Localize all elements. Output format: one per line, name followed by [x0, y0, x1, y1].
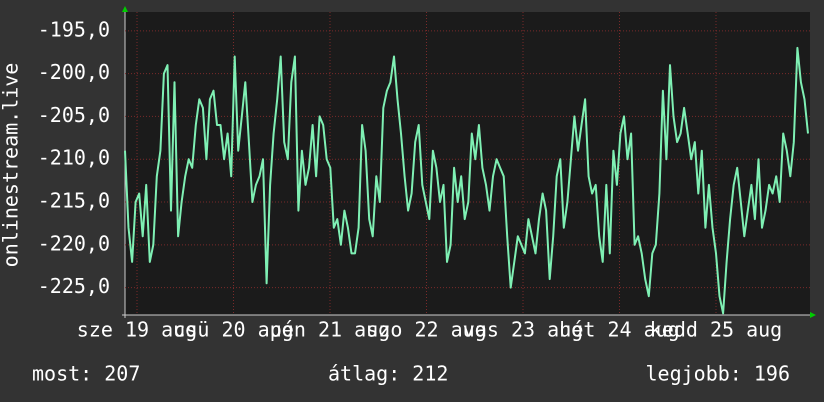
y-tick-label: -215,0: [38, 189, 110, 213]
y-tick-label: -195,0: [38, 17, 110, 41]
y-tick-label: -220,0: [38, 231, 110, 255]
x-tick-label: szo 22 aug: [366, 318, 486, 342]
x-tick-label: pén 21 aug: [270, 318, 390, 342]
y-tick-label: -200,0: [38, 60, 110, 84]
x-arrow: [810, 312, 816, 318]
x-tick-label: kedd 25 aug: [650, 318, 782, 342]
footer-average: átlag: 212: [328, 362, 448, 386]
x-tick-label: hét 24 aug: [559, 318, 679, 342]
plot-area: [125, 12, 810, 315]
y-tick-label: -210,0: [38, 146, 110, 170]
y-tick-label: -225,0: [38, 274, 110, 298]
footer-max: legjobb: 196: [646, 362, 791, 386]
footer-current: most: 207: [32, 362, 140, 386]
series-line: [124, 46, 809, 315]
x-tick-label: sze 19 aug: [77, 318, 197, 342]
y-arrow: [122, 6, 128, 12]
x-tick-label: vas 23 aug: [463, 318, 583, 342]
y-axis-label: onlinestream.live: [0, 63, 23, 268]
y-tick-label: -205,0: [38, 103, 110, 127]
x-tick-label: csü 20 aug: [173, 318, 293, 342]
